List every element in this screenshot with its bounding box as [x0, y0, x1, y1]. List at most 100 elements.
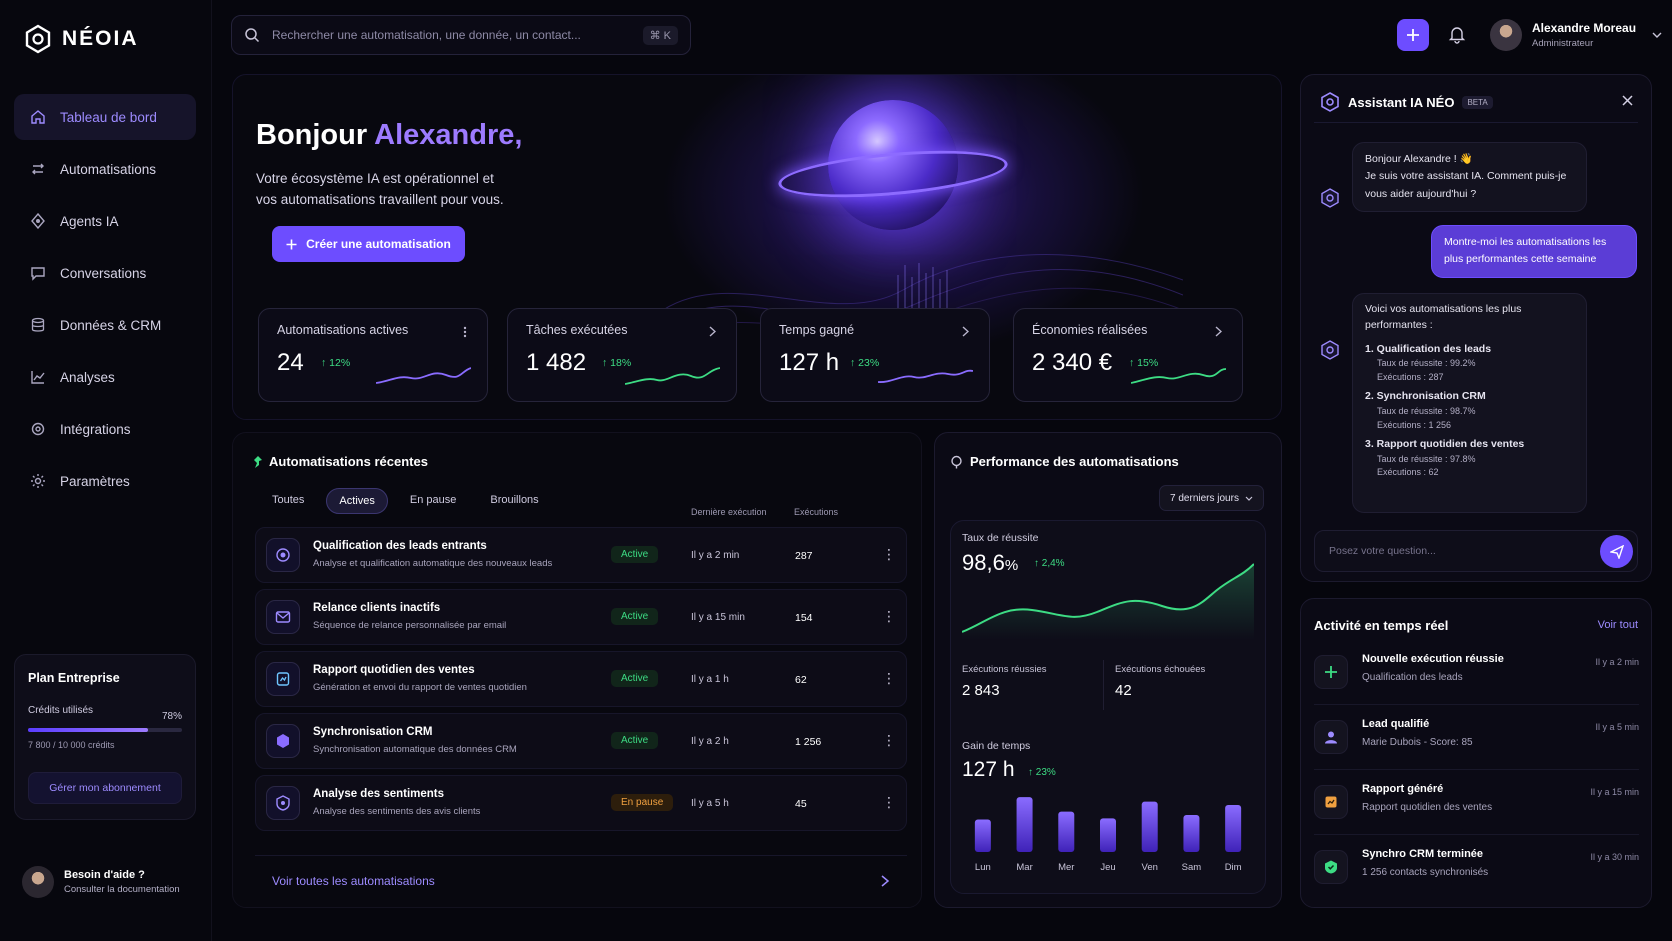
- table-row[interactable]: Rapport quotidien des ventes Génération …: [255, 651, 907, 707]
- period-select[interactable]: 7 derniers jours: [1159, 485, 1264, 511]
- gear-icon: [30, 473, 46, 489]
- logo[interactable]: NÉOIA: [24, 24, 139, 54]
- message-line: performantes :: [1365, 318, 1433, 331]
- row-icon: [266, 786, 300, 820]
- sidebar-item-automations[interactable]: Automatisations: [14, 146, 196, 192]
- activity-item[interactable]: Nouvelle exécution réussie Qualification…: [1314, 643, 1639, 703]
- search-input[interactable]: [272, 28, 631, 42]
- table-row[interactable]: Synchronisation CRM Synchronisation auto…: [255, 713, 907, 769]
- row-icon: [266, 662, 300, 696]
- activity-time: Il y a 30 min: [1590, 852, 1639, 862]
- activity-item[interactable]: Synchro CRM terminée 1 256 contacts sync…: [1314, 838, 1639, 898]
- tab-paused[interactable]: En pause: [409, 494, 457, 506]
- credits-progress: [28, 728, 182, 732]
- sidebar-item-conversations[interactable]: Conversations: [14, 250, 196, 296]
- sidebar-item-integrations[interactable]: Intégrations: [14, 406, 196, 452]
- sidebar-item-data-crm[interactable]: Données & CRM: [14, 302, 196, 348]
- assistant-message: Bonjour Alexandre ! 👋 Je suis votre assi…: [1352, 142, 1587, 212]
- sync-icon: [275, 733, 291, 749]
- message-line: Voici vos automatisations les plus: [1365, 303, 1522, 315]
- more-icon[interactable]: ⋮: [882, 732, 896, 748]
- bar-jeu: [1100, 818, 1116, 852]
- sidebar-item-agents[interactable]: Agents IA: [14, 198, 196, 244]
- table-row[interactable]: Analyse des sentiments Analyse des senti…: [255, 775, 907, 831]
- activity-title: Activité en temps réel: [1314, 618, 1449, 633]
- status-badge: Active: [611, 670, 659, 687]
- more-icon[interactable]: ⋮: [882, 546, 896, 562]
- more-icon[interactable]: ⋮: [882, 670, 896, 686]
- tab-drafts[interactable]: Brouillons: [490, 494, 539, 506]
- logo-icon: [24, 24, 52, 54]
- chevron-right-icon[interactable]: [962, 326, 969, 337]
- divider: [1314, 704, 1639, 705]
- hero-line-2: vos automatisations travaillent pour vou…: [256, 191, 504, 207]
- credits-progress-fill: [28, 728, 149, 732]
- assistant-avatar-icon: [1320, 188, 1340, 208]
- table-row[interactable]: Qualification des leads entrants Analyse…: [255, 527, 907, 583]
- check-shield-icon: [1324, 860, 1338, 874]
- run-count: 62: [795, 674, 807, 686]
- divider: [1314, 769, 1639, 770]
- sidebar-item-dashboard[interactable]: Tableau de bord: [14, 94, 196, 140]
- failed-runs-value: 42: [1115, 682, 1132, 699]
- agent-icon: [30, 213, 46, 229]
- add-button[interactable]: [1397, 19, 1429, 51]
- more-icon[interactable]: ⋮: [882, 608, 896, 624]
- create-automation-button[interactable]: Créer une automatisation: [272, 226, 465, 262]
- sidebar-item-label: Automatisations: [60, 161, 157, 177]
- beta-badge: BETA: [1462, 95, 1493, 109]
- stat-title: Temps gagné: [779, 323, 855, 337]
- plus-icon: [286, 239, 297, 250]
- stat-delta: ↑ 15%: [1129, 357, 1159, 369]
- mail-icon: [275, 610, 291, 624]
- stat-card-active[interactable]: Automatisations actives 24 ↑ 12%: [258, 308, 488, 402]
- credits-detail: 7 800 / 10 000 crédits: [28, 740, 115, 750]
- close-icon[interactable]: [1622, 95, 1633, 106]
- more-icon[interactable]: [463, 326, 467, 338]
- stat-card-savings[interactable]: Économies réalisées 2 340 € ↑ 15%: [1013, 308, 1243, 402]
- manage-subscription-button[interactable]: Gérer mon abonnement: [28, 772, 182, 804]
- greeting-prefix: Bonjour: [256, 119, 375, 151]
- reply-item-rate: Taux de réussite : 97.8%: [1377, 453, 1476, 464]
- bar-label: Sam: [1182, 862, 1202, 873]
- chevron-right-icon[interactable]: [880, 875, 890, 887]
- last-run: Il y a 5 h: [691, 798, 729, 809]
- activity-item[interactable]: Lead qualifié Marie Dubois - Score: 85 I…: [1314, 708, 1639, 768]
- sidebar-item-settings[interactable]: Paramètres: [14, 458, 196, 504]
- plus-icon: [1406, 28, 1420, 42]
- view-all-link[interactable]: Voir tout: [1597, 619, 1638, 631]
- send-button[interactable]: [1600, 535, 1633, 568]
- notifications-button[interactable]: [1448, 24, 1466, 49]
- greeting-name: Alexandre,: [374, 119, 523, 151]
- message-line: vous aider aujourd'hui ?: [1365, 187, 1477, 200]
- column-executions: Exécutions: [794, 507, 839, 517]
- assistant-logo-icon: [1320, 92, 1340, 112]
- sparkline: [1131, 368, 1226, 384]
- bar-mar: [1016, 797, 1033, 852]
- sparkline: [878, 369, 973, 383]
- stat-title: Économies réalisées: [1032, 323, 1148, 337]
- tab-all[interactable]: Toutes: [272, 494, 305, 506]
- stat-card-time[interactable]: Temps gagné 127 h ↑ 23%: [760, 308, 990, 402]
- search-bar[interactable]: ⌘ K: [231, 15, 691, 55]
- table-row[interactable]: Relance clients inactifs Séquence de rel…: [255, 589, 907, 645]
- stat-card-tasks[interactable]: Tâches exécutées 1 482 ↑ 18%: [507, 308, 737, 402]
- chevron-right-icon[interactable]: [1215, 326, 1222, 337]
- divider: [1314, 122, 1638, 123]
- help-link[interactable]: Besoin d'aide ? Consulter la documentati…: [22, 866, 180, 898]
- chevron-right-icon[interactable]: [709, 326, 716, 337]
- automation-desc: Synchronisation automatique des données …: [313, 744, 517, 755]
- plus-icon: [1324, 665, 1338, 679]
- sidebar-item-analytics[interactable]: Analyses: [14, 354, 196, 400]
- avatar: [1490, 19, 1522, 51]
- view-all-automations-link[interactable]: Voir toutes les automatisations: [272, 874, 435, 888]
- activity-item[interactable]: Rapport généré Rapport quotidien des ven…: [1314, 773, 1639, 833]
- hero-line-1: Votre écosystème IA est opérationnel et: [256, 171, 494, 186]
- last-run: Il y a 1 h: [691, 674, 729, 685]
- tab-active[interactable]: Actives: [326, 488, 388, 514]
- more-icon[interactable]: ⋮: [882, 794, 896, 810]
- assistant-reply: Voici vos automatisations les plus perfo…: [1352, 293, 1587, 513]
- bar-label: Ven: [1142, 862, 1158, 873]
- assistant-input[interactable]: Posez votre question...: [1314, 530, 1638, 572]
- user-menu[interactable]: Alexandre Moreau Administrateur: [1490, 19, 1662, 51]
